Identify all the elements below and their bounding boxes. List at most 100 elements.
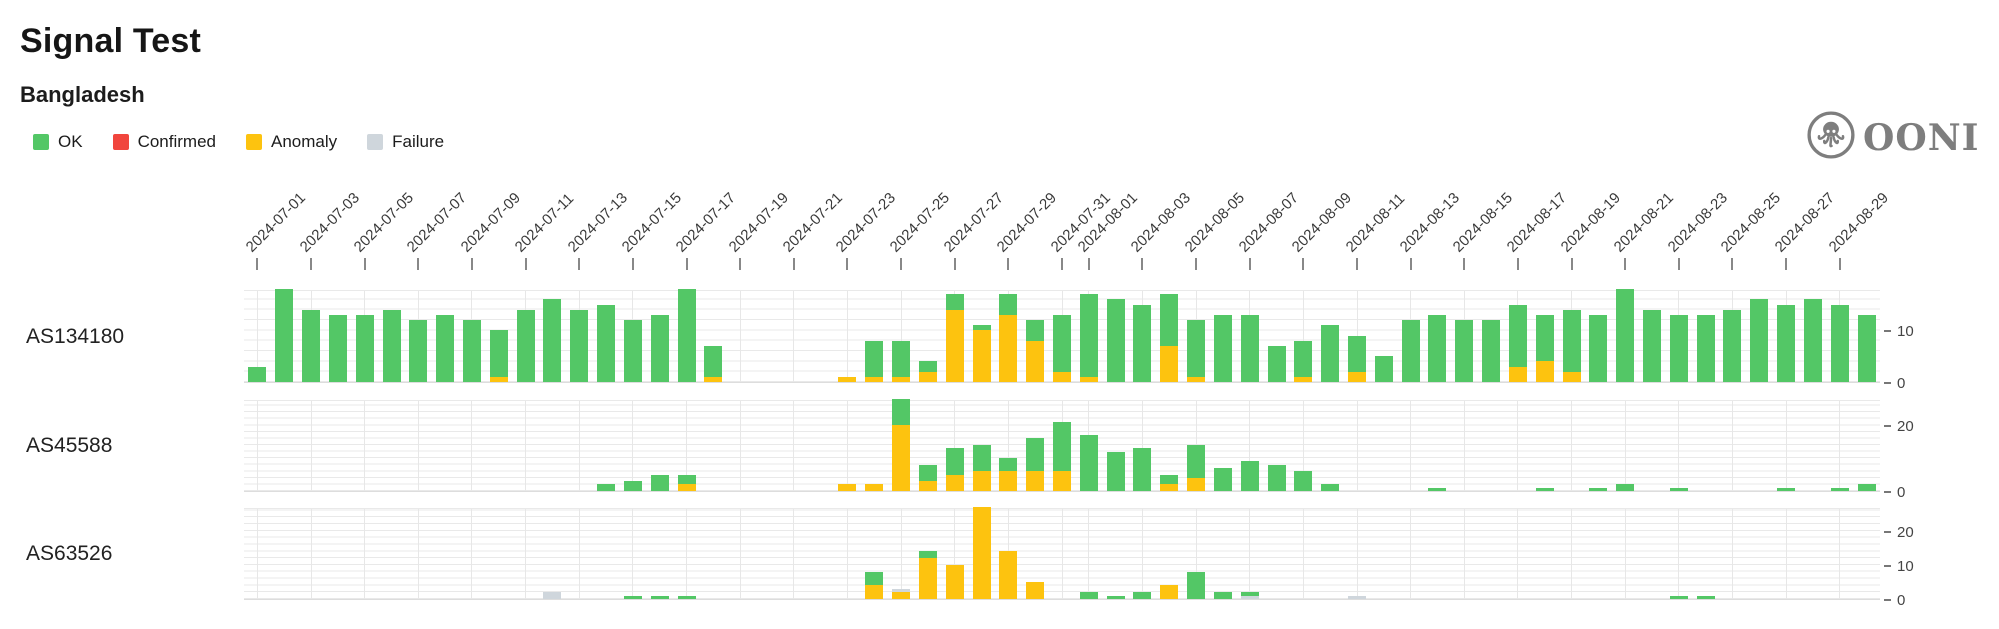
bar-AS134180-2024-08-19[interactable] bbox=[1562, 289, 1581, 382]
bar-AS63526-2024-08-24[interactable] bbox=[1696, 507, 1715, 599]
bar-AS63526-2024-07-30[interactable] bbox=[1026, 507, 1045, 599]
bar-segment-ok[interactable] bbox=[570, 309, 589, 382]
bar-AS134180-2024-07-29[interactable] bbox=[999, 289, 1018, 382]
bar-AS134180-2024-08-20[interactable] bbox=[1589, 289, 1608, 382]
bar-segment-ok[interactable] bbox=[1535, 314, 1554, 362]
bar-segment-ok[interactable] bbox=[650, 595, 669, 599]
bar-AS45588-2024-08-14[interactable] bbox=[1428, 399, 1447, 491]
bar-AS134180-2024-07-12[interactable] bbox=[543, 289, 562, 382]
bar-AS134180-2024-07-03[interactable] bbox=[302, 289, 321, 382]
bar-AS63526-2024-07-24[interactable] bbox=[865, 507, 884, 599]
bar-AS45588-2024-07-31[interactable] bbox=[1053, 399, 1071, 491]
bar-AS134180-2024-08-02[interactable] bbox=[1106, 289, 1125, 382]
bar-segment-ok[interactable] bbox=[1830, 304, 1849, 382]
bar-segment-ok[interactable] bbox=[1294, 340, 1313, 377]
bar-AS63526-2024-08-01[interactable] bbox=[1079, 507, 1098, 599]
bar-AS63526-2024-07-12[interactable] bbox=[543, 507, 562, 599]
bar-AS45588-2024-08-20[interactable] bbox=[1589, 399, 1608, 491]
bar-AS45588-2024-07-15[interactable] bbox=[623, 399, 642, 491]
bar-segment-ok[interactable] bbox=[597, 484, 616, 491]
bar-segment-ok[interactable] bbox=[1830, 487, 1849, 491]
bar-AS45588-2024-08-18[interactable] bbox=[1535, 399, 1554, 491]
bar-segment-ok[interactable] bbox=[972, 325, 991, 331]
bar-segment-ok[interactable] bbox=[1321, 484, 1340, 491]
bar-AS63526-2024-07-29[interactable] bbox=[999, 507, 1018, 599]
bar-AS63526-2024-07-25[interactable] bbox=[892, 507, 911, 599]
bar-segment-ok[interactable] bbox=[1669, 595, 1688, 599]
bar-segment-ok[interactable] bbox=[1616, 289, 1635, 382]
bar-segment-ok[interactable] bbox=[1428, 314, 1447, 382]
bar-segment-ok[interactable] bbox=[1240, 592, 1259, 596]
bar-segment-ok[interactable] bbox=[1857, 314, 1876, 382]
bar-segment-ok[interactable] bbox=[1562, 309, 1581, 372]
bar-segment-ok[interactable] bbox=[623, 320, 642, 382]
bar-segment-ok[interactable] bbox=[462, 320, 481, 382]
bar-segment-ok[interactable] bbox=[623, 595, 642, 599]
bar-AS134180-2024-07-26[interactable] bbox=[918, 289, 937, 382]
bar-segment-ok[interactable] bbox=[1696, 595, 1715, 599]
bar-AS45588-2024-07-30[interactable] bbox=[1026, 399, 1045, 491]
bar-segment-ok[interactable] bbox=[1106, 595, 1125, 599]
bar-segment-ok[interactable] bbox=[999, 294, 1018, 315]
bar-segment-anomaly[interactable] bbox=[1026, 581, 1045, 599]
bar-segment-ok[interactable] bbox=[1374, 356, 1393, 382]
bar-AS63526-2024-08-06[interactable] bbox=[1213, 507, 1232, 599]
bar-segment-failure[interactable] bbox=[1240, 595, 1259, 599]
bar-segment-ok[interactable] bbox=[1079, 435, 1098, 491]
bar-segment-ok[interactable] bbox=[1455, 320, 1474, 382]
bar-segment-anomaly[interactable] bbox=[838, 484, 857, 491]
bar-AS45588-2024-08-09[interactable] bbox=[1294, 399, 1313, 491]
bar-AS134180-2024-07-31[interactable] bbox=[1053, 289, 1071, 382]
bar-AS134180-2024-08-14[interactable] bbox=[1428, 289, 1447, 382]
bar-segment-ok[interactable] bbox=[1267, 345, 1286, 382]
bar-AS45588-2024-07-29[interactable] bbox=[999, 399, 1018, 491]
bar-AS45588-2024-07-14[interactable] bbox=[597, 399, 616, 491]
bar-segment-anomaly[interactable] bbox=[999, 551, 1018, 599]
bar-segment-ok[interactable] bbox=[1133, 448, 1152, 491]
bar-segment-ok[interactable] bbox=[892, 340, 911, 377]
bar-segment-ok[interactable] bbox=[1535, 487, 1554, 491]
bar-segment-ok[interactable] bbox=[1482, 320, 1501, 382]
bar-AS134180-2024-07-15[interactable] bbox=[623, 289, 642, 382]
bar-segment-ok[interactable] bbox=[1160, 474, 1179, 485]
bar-segment-anomaly[interactable] bbox=[892, 376, 911, 382]
bar-segment-anomaly[interactable] bbox=[918, 481, 937, 491]
bar-segment-anomaly[interactable] bbox=[1160, 345, 1179, 382]
bar-AS63526-2024-08-11[interactable] bbox=[1348, 507, 1367, 599]
bar-AS63526-2024-07-15[interactable] bbox=[623, 507, 642, 599]
bar-segment-ok[interactable] bbox=[650, 474, 669, 491]
bar-segment-ok[interactable] bbox=[1294, 471, 1313, 491]
bar-segment-ok[interactable] bbox=[1428, 487, 1447, 491]
bar-segment-anomaly[interactable] bbox=[945, 474, 964, 491]
bar-AS134180-2024-08-27[interactable] bbox=[1777, 289, 1796, 382]
bar-segment-anomaly[interactable] bbox=[972, 471, 991, 491]
bar-AS134180-2024-07-18[interactable] bbox=[704, 289, 723, 382]
bar-AS134180-2024-08-11[interactable] bbox=[1348, 289, 1367, 382]
bar-AS45588-2024-08-04[interactable] bbox=[1160, 399, 1179, 491]
bar-segment-ok[interactable] bbox=[623, 481, 642, 491]
bar-segment-ok[interactable] bbox=[1026, 438, 1045, 472]
bar-segment-ok[interactable] bbox=[1240, 314, 1259, 382]
bar-segment-ok[interactable] bbox=[677, 289, 696, 382]
bar-segment-ok[interactable] bbox=[1750, 299, 1769, 382]
bar-segment-ok[interactable] bbox=[1053, 314, 1071, 372]
bar-segment-ok[interactable] bbox=[489, 330, 508, 377]
bar-segment-anomaly[interactable] bbox=[1026, 471, 1045, 491]
bar-segment-ok[interactable] bbox=[1213, 314, 1232, 382]
bar-segment-anomaly[interactable] bbox=[838, 376, 857, 382]
bar-segment-anomaly[interactable] bbox=[1160, 484, 1179, 491]
bar-segment-ok[interactable] bbox=[650, 314, 669, 382]
bar-segment-ok[interactable] bbox=[1857, 484, 1876, 491]
bar-segment-anomaly[interactable] bbox=[1562, 371, 1581, 382]
bar-AS134180-2024-07-07[interactable] bbox=[409, 289, 428, 382]
bar-segment-anomaly[interactable] bbox=[972, 507, 991, 599]
bar-segment-anomaly[interactable] bbox=[918, 371, 937, 382]
bar-segment-ok[interactable] bbox=[677, 474, 696, 485]
bar-AS134180-2024-07-13[interactable] bbox=[570, 289, 589, 382]
bar-AS45588-2024-07-17[interactable] bbox=[677, 399, 696, 491]
bar-AS63526-2024-08-23[interactable] bbox=[1669, 507, 1688, 599]
bar-segment-ok[interactable] bbox=[436, 314, 455, 382]
bar-segment-ok[interactable] bbox=[1187, 571, 1206, 599]
bar-segment-ok[interactable] bbox=[1240, 461, 1259, 491]
bar-segment-ok[interactable] bbox=[302, 309, 321, 382]
